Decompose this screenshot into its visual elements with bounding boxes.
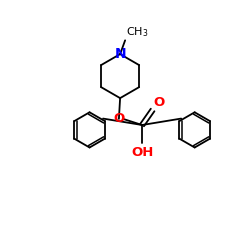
Text: OH: OH <box>131 146 153 159</box>
Text: N: N <box>114 47 126 61</box>
Text: CH$_3$: CH$_3$ <box>126 25 149 39</box>
Text: O: O <box>113 112 124 126</box>
Text: O: O <box>154 96 165 109</box>
